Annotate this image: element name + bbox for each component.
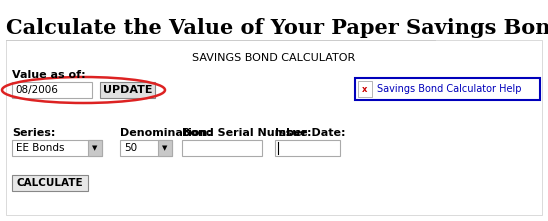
FancyBboxPatch shape — [12, 140, 102, 156]
FancyBboxPatch shape — [12, 175, 88, 191]
Text: Value as of:: Value as of: — [12, 70, 85, 80]
Text: Issue Date:: Issue Date: — [275, 128, 345, 138]
FancyBboxPatch shape — [358, 81, 372, 97]
FancyBboxPatch shape — [100, 82, 155, 98]
FancyBboxPatch shape — [158, 140, 172, 156]
Text: Denomination:: Denomination: — [120, 128, 212, 138]
FancyBboxPatch shape — [182, 140, 262, 156]
Text: UPDATE: UPDATE — [103, 85, 152, 95]
Text: Series:: Series: — [12, 128, 55, 138]
FancyBboxPatch shape — [6, 40, 542, 215]
Text: x: x — [362, 84, 368, 93]
FancyBboxPatch shape — [275, 140, 340, 156]
FancyBboxPatch shape — [88, 140, 102, 156]
Text: Bond Serial Number:: Bond Serial Number: — [182, 128, 311, 138]
Text: ▼: ▼ — [92, 145, 98, 151]
Text: 08/2006: 08/2006 — [15, 85, 58, 95]
Text: 50: 50 — [124, 143, 137, 153]
FancyBboxPatch shape — [12, 82, 92, 98]
Text: CALCULATE: CALCULATE — [16, 178, 83, 188]
Text: EE Bonds: EE Bonds — [16, 143, 65, 153]
Text: SAVINGS BOND CALCULATOR: SAVINGS BOND CALCULATOR — [192, 53, 356, 63]
FancyBboxPatch shape — [120, 140, 172, 156]
FancyBboxPatch shape — [355, 78, 540, 100]
Text: Calculate the Value of Your Paper Savings Bond(s): Calculate the Value of Your Paper Saving… — [6, 18, 548, 38]
Text: Savings Bond Calculator Help: Savings Bond Calculator Help — [377, 84, 522, 94]
Text: ▼: ▼ — [162, 145, 168, 151]
